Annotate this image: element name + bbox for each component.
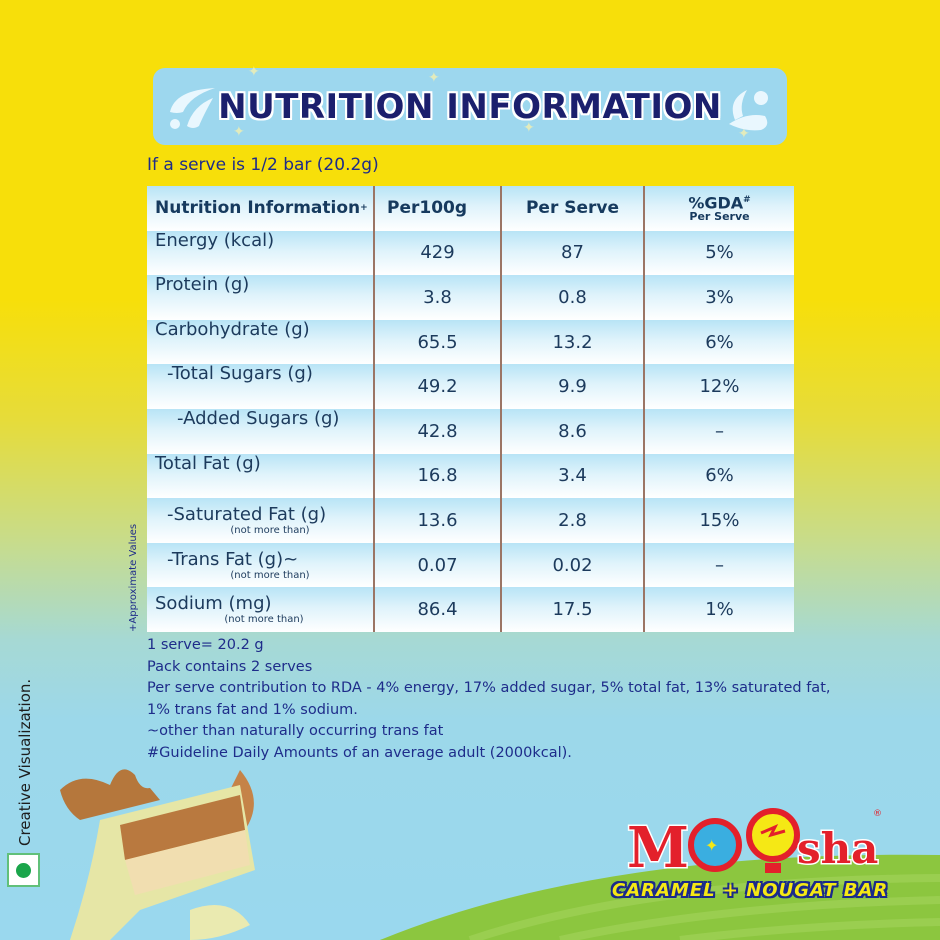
footnote: ~other than naturally occurring trans fa… bbox=[147, 723, 444, 739]
product-tagline: CARAMEL + NOUGAT BAR bbox=[612, 880, 889, 901]
nutrient-cell: -Added Sugars (g) bbox=[147, 407, 375, 454]
gda-cell: 5% bbox=[705, 242, 734, 264]
table-row: -Saturated Fat (g) (not more than) 13.6 … bbox=[147, 498, 794, 543]
per100g-cell: 13.6 bbox=[375, 498, 502, 543]
per-serve-cell: 0.02 bbox=[502, 542, 645, 588]
per100g-cell: 42.8 bbox=[375, 408, 502, 454]
gda-cell: 6% bbox=[705, 465, 734, 487]
table-row: -Total Sugars (g) 49.2 9.9 12% bbox=[147, 364, 794, 409]
creative-visualization-disclaimer: Creative Visualization. bbox=[16, 678, 34, 846]
approx-mark: + bbox=[360, 203, 368, 214]
nutrient-note: (not more than) bbox=[224, 614, 304, 626]
nutrition-table: Nutrition Information + Per100g Per Serve… bbox=[147, 186, 794, 632]
gda-cell: 12% bbox=[699, 376, 740, 398]
nutrient-label: Carbohydrate (g) bbox=[155, 318, 310, 340]
caramel-bar-illustration bbox=[60, 769, 255, 940]
table-row: -Added Sugars (g) 42.8 8.6 – bbox=[147, 407, 794, 454]
svg-text:M: M bbox=[627, 815, 689, 881]
per100g-cell: 65.5 bbox=[375, 319, 502, 365]
nutrient-label: Total Fat (g) bbox=[155, 452, 261, 474]
per-serve-cell: 8.6 bbox=[502, 408, 645, 454]
sparkle-icon: ✦ bbox=[428, 70, 440, 86]
table-row: -Trans Fat (g)~ (not more than) 0.07 0.0… bbox=[147, 542, 794, 588]
page-title: NUTRITION INFORMATION bbox=[218, 86, 722, 127]
header-gda-label: %GDA bbox=[688, 192, 744, 212]
header-gda-sub: Per Serve bbox=[689, 209, 750, 223]
nutrient-cell: Carbohydrate (g) bbox=[147, 318, 375, 365]
per100g-cell: 0.07 bbox=[375, 542, 502, 588]
svg-text:sha: sha bbox=[797, 824, 878, 873]
gda-cell: – bbox=[715, 420, 724, 442]
per100g-cell: 86.4 bbox=[375, 587, 502, 632]
header-nutrient-label: Nutrition Information bbox=[155, 198, 361, 219]
gda-cell: – bbox=[715, 554, 724, 576]
footnote: Per serve contribution to RDA - 4% energ… bbox=[147, 680, 831, 696]
nutrient-cell: -Total Sugars (g) bbox=[147, 364, 375, 409]
per-serve-cell: 9.9 bbox=[502, 364, 645, 409]
nutrient-cell: Protein (g) bbox=[147, 275, 375, 320]
per-serve-cell: 87 bbox=[502, 230, 645, 276]
nutrient-cell: Sodium (mg) (not more than) bbox=[147, 587, 375, 632]
registered-mark: ® bbox=[873, 809, 882, 819]
per-serve-cell: 13.2 bbox=[502, 319, 645, 365]
header-per100g: Per100g bbox=[375, 186, 502, 231]
sparkle-icon: ✦ bbox=[233, 124, 245, 140]
moosha-logo: M ✦ sha ® bbox=[625, 805, 885, 885]
per100g-cell: 429 bbox=[375, 230, 502, 276]
nutrient-cell: Total Fat (g) bbox=[147, 452, 375, 499]
sparkle-icon: ✦ bbox=[523, 120, 535, 136]
header-per-serve: Per Serve bbox=[502, 186, 645, 231]
per100g-cell: 3.8 bbox=[375, 275, 502, 320]
nutrient-label: -Saturated Fat (g) bbox=[167, 503, 327, 525]
footnotes: 1 serve= 20.2 g Pack contains 2 serves P… bbox=[147, 635, 830, 764]
nutrient-note: (not more than) bbox=[230, 524, 310, 536]
nutrient-label: Energy (kcal) bbox=[155, 229, 275, 251]
gda-cell: 1% bbox=[705, 599, 734, 621]
title-banner: ✦ ✦ ✦ ✦ ✦ NUTRITION INFORMATION bbox=[153, 64, 787, 145]
table-row: Sodium (mg) (not more than) 86.4 17.5 1% bbox=[147, 587, 794, 632]
nutrient-cell: Energy (kcal) bbox=[147, 229, 375, 276]
veg-symbol-icon bbox=[7, 853, 40, 887]
nutrient-label: -Trans Fat (g)~ bbox=[167, 548, 299, 570]
svg-text:✦: ✦ bbox=[705, 836, 718, 855]
per-serve-cell: 0.8 bbox=[502, 275, 645, 320]
gda-mark: # bbox=[743, 194, 751, 205]
table-row: Carbohydrate (g) 65.5 13.2 6% bbox=[147, 318, 794, 365]
table-row: Total Fat (g) 16.8 3.4 6% bbox=[147, 452, 794, 499]
nutrient-label: -Total Sugars (g) bbox=[167, 363, 313, 385]
per-serve-cell: 3.4 bbox=[502, 453, 645, 499]
per-serve-cell: 17.5 bbox=[502, 587, 645, 632]
per-serve-cell: 2.8 bbox=[502, 498, 645, 543]
nutrient-label: -Added Sugars (g) bbox=[177, 407, 340, 429]
table-row: Energy (kcal) 429 87 5% bbox=[147, 229, 794, 276]
header-gda: %GDA# Per Serve bbox=[645, 186, 794, 231]
table-row: Protein (g) 3.8 0.8 3% bbox=[147, 275, 794, 320]
footnote: #Guideline Daily Amounts of an average a… bbox=[147, 744, 572, 761]
nutrient-note: (not more than) bbox=[230, 569, 310, 581]
sparkle-icon: ✦ bbox=[248, 64, 260, 80]
gda-cell: 15% bbox=[699, 509, 740, 531]
per100g-cell: 16.8 bbox=[375, 453, 502, 499]
milk-splash-icon bbox=[170, 88, 215, 129]
nutrient-label: Sodium (mg) bbox=[155, 593, 272, 615]
serving-size-subtitle: If a serve is 1/2 bar (20.2g) bbox=[147, 155, 379, 175]
gda-cell: 3% bbox=[705, 286, 734, 308]
footnote: Pack contains 2 serves bbox=[147, 658, 313, 675]
nutrient-label: Protein (g) bbox=[155, 274, 250, 296]
per100g-cell: 49.2 bbox=[375, 364, 502, 409]
moosha-logo-graphic: M ✦ sha bbox=[626, 808, 880, 883]
sparkle-icon: ✦ bbox=[738, 126, 750, 142]
footnote: 1 serve= 20.2 g bbox=[147, 637, 264, 653]
nutrient-cell: -Trans Fat (g)~ (not more than) bbox=[147, 542, 375, 588]
footnote: 1% trans fat and 1% sodium. bbox=[147, 701, 358, 718]
table-header-row: Nutrition Information + Per100g Per Serve… bbox=[147, 186, 794, 231]
milk-splash-icon bbox=[729, 90, 768, 131]
nutrient-cell: -Saturated Fat (g) (not more than) bbox=[147, 498, 375, 543]
header-nutrient: Nutrition Information + bbox=[147, 186, 375, 231]
approximate-values-note: +Approximate Values bbox=[128, 523, 139, 632]
gda-cell: 6% bbox=[705, 331, 734, 353]
